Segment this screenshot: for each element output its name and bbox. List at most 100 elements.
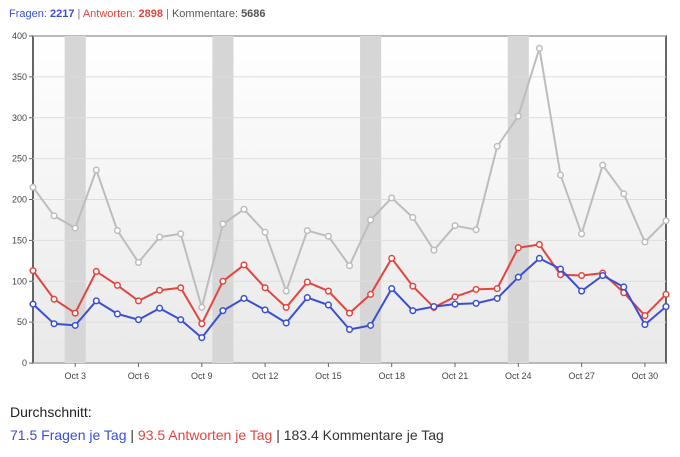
data-point-fragen xyxy=(493,294,501,302)
data-point-fragen xyxy=(641,321,649,329)
data-point-antworten xyxy=(219,277,227,285)
y-tick-label: 50 xyxy=(17,317,27,327)
data-point-fragen xyxy=(409,307,417,315)
series-layer xyxy=(29,44,670,342)
separator: | xyxy=(276,427,280,443)
data-point-kommentare xyxy=(282,287,290,295)
data-point-antworten xyxy=(556,271,565,279)
y-axis: 0 50 100 150 200 250 300 350 400 xyxy=(12,31,33,368)
data-point-kommentare xyxy=(71,224,79,232)
data-point-kommentare xyxy=(240,205,248,213)
data-point-kommentare xyxy=(472,226,480,234)
activity-line-chart: 0 50 100 150 200 250 300 350 400 Oct 3 Oct 6 Oct 9… xyxy=(12,31,670,381)
data-point-antworten xyxy=(367,290,375,298)
data-point-fragen xyxy=(324,301,332,309)
data-point-fragen xyxy=(92,297,100,305)
data-point-kommentare xyxy=(599,161,607,169)
data-point-antworten xyxy=(388,254,396,262)
kommentare-per-day: 183.4 Kommentare je Tag xyxy=(283,427,444,443)
kommentare-total: 5686 xyxy=(241,8,266,20)
data-point-fragen xyxy=(451,300,459,308)
data-point-fragen xyxy=(71,321,79,329)
data-point-fragen xyxy=(261,306,269,314)
data-point-antworten xyxy=(535,240,543,249)
antworten-label: Antworten: xyxy=(82,8,136,20)
data-point-antworten xyxy=(451,293,459,301)
data-point-fragen xyxy=(345,325,354,334)
data-point-kommentare xyxy=(451,222,459,230)
data-point-antworten xyxy=(514,244,522,252)
y-tick-label: 400 xyxy=(12,31,27,41)
series-kommentare xyxy=(29,44,670,311)
average-summary: 71.5 Fragen je Tag | 93.5 Antworten je T… xyxy=(10,427,444,443)
data-point-kommentare xyxy=(156,233,164,241)
data-point-kommentare xyxy=(134,258,143,266)
data-point-fragen xyxy=(535,254,543,262)
data-point-fragen xyxy=(472,299,480,307)
data-point-antworten xyxy=(113,281,121,289)
antworten-total: 2898 xyxy=(138,8,163,20)
data-point-antworten xyxy=(177,284,185,292)
y-tick-label: 350 xyxy=(12,72,27,82)
y-tick-label: 200 xyxy=(12,195,27,205)
separator: | xyxy=(166,8,169,20)
data-point-antworten xyxy=(29,267,37,275)
data-point-antworten xyxy=(71,309,79,317)
fragen-label: Fragen: xyxy=(9,8,47,20)
y-tick-label: 250 xyxy=(12,154,27,164)
data-point-fragen xyxy=(156,304,164,312)
x-tick-label: Oct 18 xyxy=(378,371,405,381)
data-point-antworten xyxy=(50,295,58,303)
data-point-antworten xyxy=(641,312,649,320)
data-point-antworten xyxy=(198,320,206,328)
data-point-fragen xyxy=(29,300,37,308)
x-axis: Oct 3 Oct 6 Oct 9 Oct 12 Oct 15 Oct 18 Oct 21 O… xyxy=(64,363,658,381)
data-point-kommentare xyxy=(261,228,269,236)
data-point-antworten xyxy=(134,297,143,305)
data-point-antworten xyxy=(662,290,670,298)
average-title: Durchschnitt: xyxy=(10,404,92,420)
data-point-fragen xyxy=(282,319,290,327)
y-tick-label: 0 xyxy=(22,358,27,368)
data-point-kommentare xyxy=(578,230,586,238)
data-point-kommentare xyxy=(556,171,565,179)
totals-summary: Fragen: 2217 | Antworten: 2898 | Komment… xyxy=(9,8,266,20)
data-point-kommentare xyxy=(409,213,417,222)
data-point-fragen xyxy=(430,303,438,311)
x-tick-label: Oct 12 xyxy=(252,371,279,381)
data-point-fragen xyxy=(177,316,185,324)
data-point-fragen xyxy=(599,271,607,280)
data-point-antworten xyxy=(472,285,480,293)
data-point-antworten xyxy=(493,285,501,293)
separator: | xyxy=(130,427,135,443)
data-point-fragen xyxy=(240,294,248,302)
data-point-antworten xyxy=(92,267,100,275)
x-tick-label: Oct 27 xyxy=(568,371,595,381)
data-point-kommentare xyxy=(92,166,100,174)
data-point-antworten xyxy=(324,287,332,295)
data-point-kommentare xyxy=(324,232,332,240)
x-tick-label: Oct 24 xyxy=(505,371,532,381)
data-point-fragen xyxy=(578,287,586,295)
data-point-kommentare xyxy=(29,183,37,191)
data-point-kommentare xyxy=(198,303,206,311)
data-point-antworten xyxy=(303,278,311,286)
data-point-antworten xyxy=(156,286,164,294)
data-point-kommentare xyxy=(388,194,396,202)
data-point-fragen xyxy=(662,303,670,311)
data-point-kommentare xyxy=(219,220,227,228)
data-point-antworten xyxy=(345,309,354,317)
data-point-kommentare xyxy=(620,190,628,198)
data-point-antworten xyxy=(282,303,290,311)
data-point-kommentare xyxy=(50,212,58,220)
data-point-kommentare xyxy=(303,227,311,235)
data-point-fragen xyxy=(388,285,396,293)
data-point-fragen xyxy=(620,283,628,291)
data-point-fragen xyxy=(198,334,206,342)
x-tick-label: Oct 21 xyxy=(442,371,469,381)
data-point-fragen xyxy=(556,265,565,273)
data-point-kommentare xyxy=(493,142,501,150)
y-tick-label: 100 xyxy=(12,276,27,286)
data-point-kommentare xyxy=(662,217,670,225)
x-tick-label: Oct 3 xyxy=(64,371,86,381)
